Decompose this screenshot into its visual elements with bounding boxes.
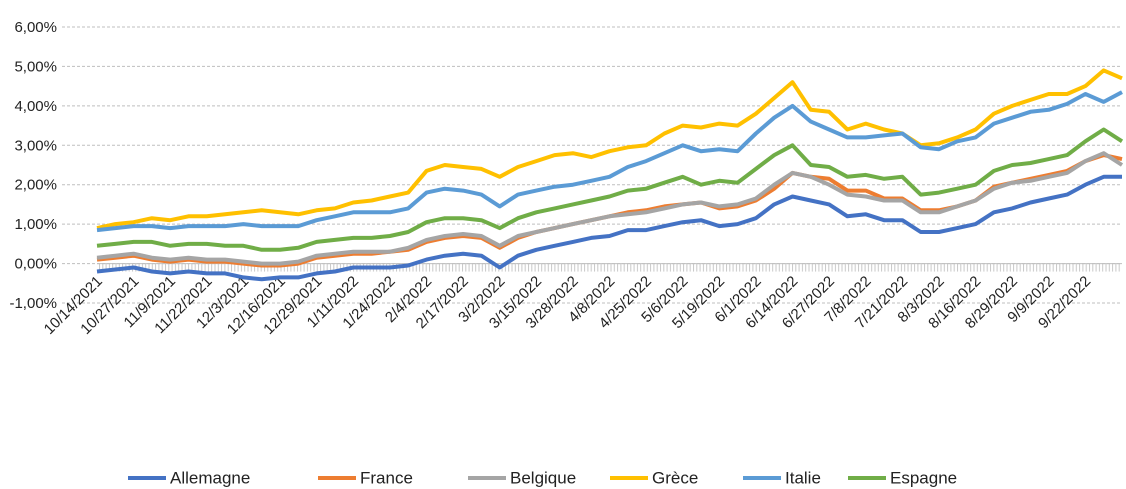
legend-label: Italie <box>785 469 821 488</box>
series-line <box>96 151 1124 266</box>
axis-minor-ticks <box>97 263 1122 272</box>
legend-label: Allemagne <box>170 469 250 488</box>
y-tick-label: 1,00% <box>14 216 57 233</box>
y-tick-label: 3,00% <box>14 137 57 154</box>
series-line <box>96 127 1124 252</box>
y-tick-label: 2,00% <box>14 177 57 194</box>
series-line <box>96 174 1122 282</box>
series-line <box>96 90 1123 233</box>
legend-label: Espagne <box>890 469 957 488</box>
y-tick-label: -1,00% <box>9 295 57 312</box>
y-tick-label: 5,00% <box>14 58 57 75</box>
y-tick-label: 4,00% <box>14 98 57 115</box>
legend-label: France <box>360 469 413 488</box>
y-tick-label: 0,00% <box>14 256 57 273</box>
series-line <box>96 68 1123 231</box>
legend-label: Grèce <box>652 469 698 488</box>
legend-label: Belgique <box>510 469 576 488</box>
y-tick-label: 6,00% <box>14 19 57 36</box>
